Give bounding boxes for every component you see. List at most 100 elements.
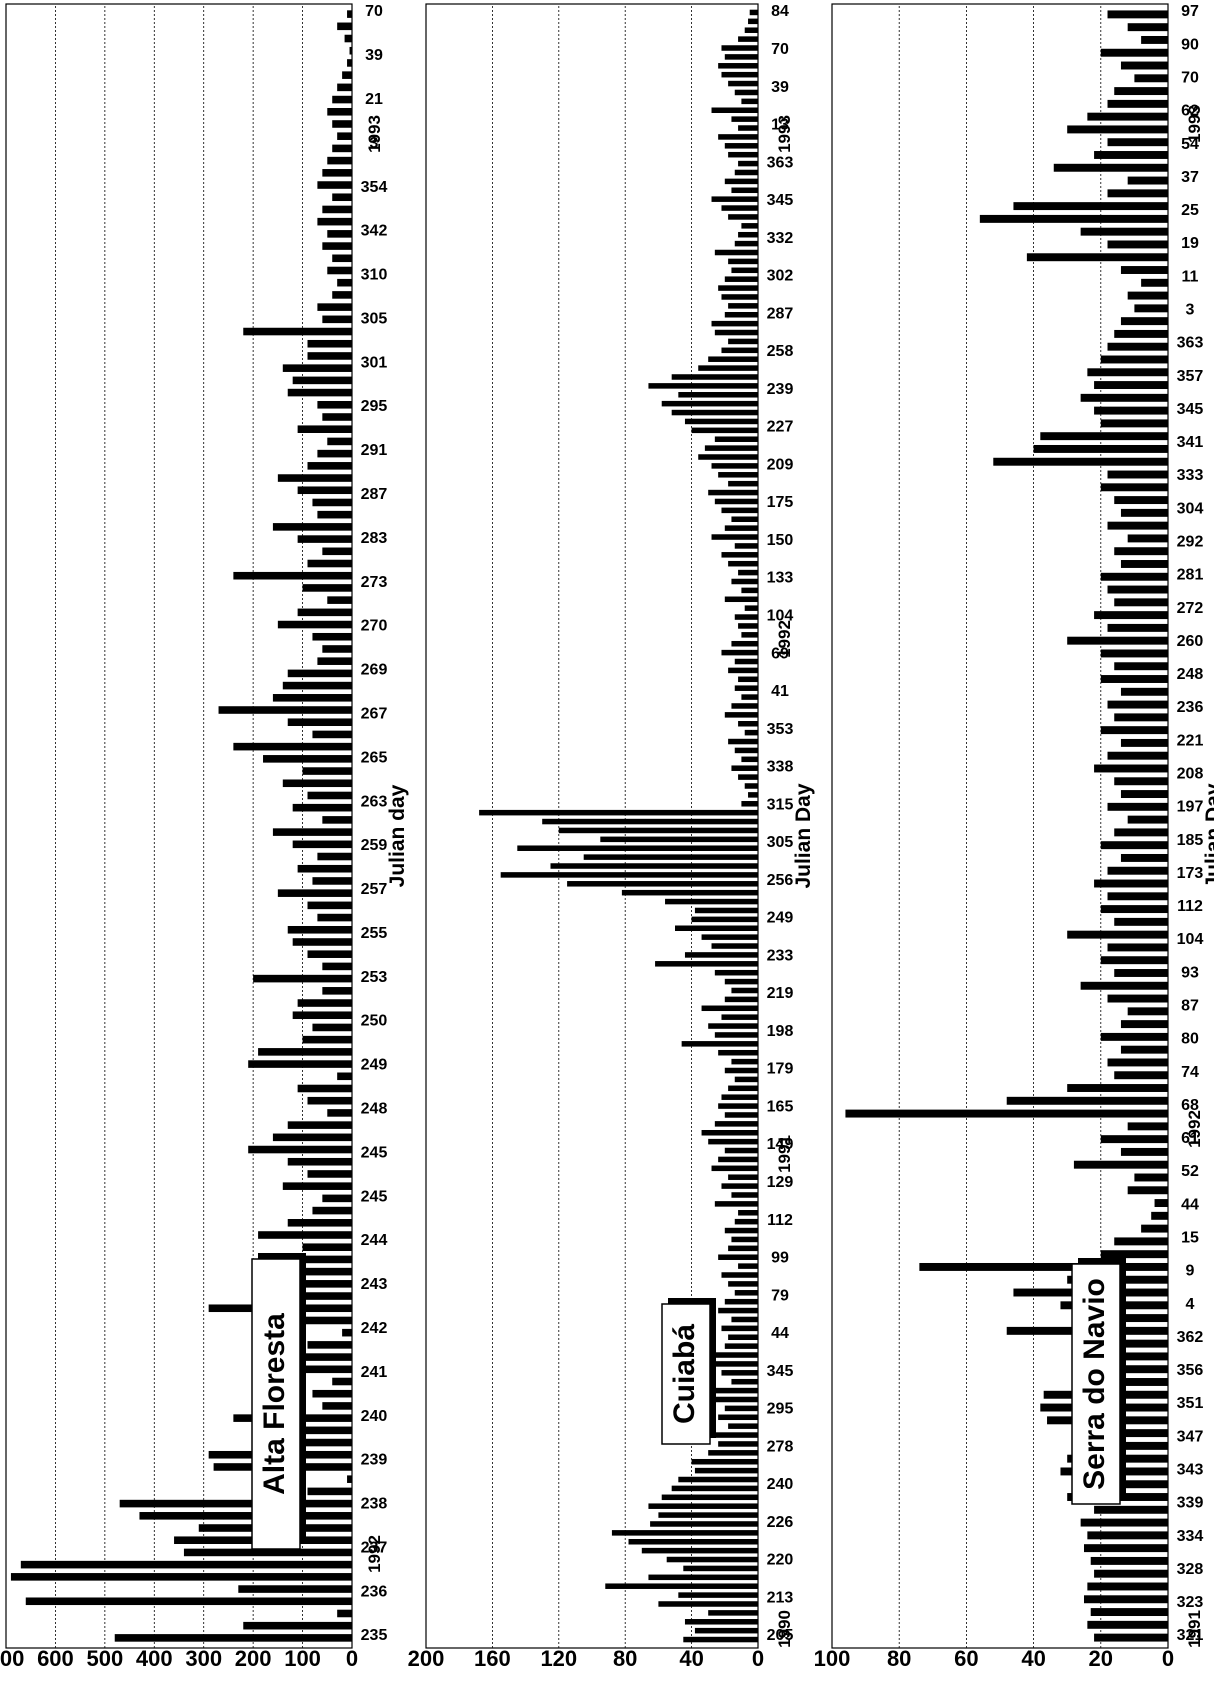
bar bbox=[297, 425, 352, 433]
x-tick-label: 9 bbox=[1186, 1263, 1195, 1280]
bar bbox=[1120, 1020, 1168, 1029]
x-axis-label: Julian day bbox=[386, 784, 409, 887]
bar bbox=[724, 1147, 758, 1154]
bar bbox=[1127, 176, 1169, 185]
x-tick-label: 341 bbox=[1177, 434, 1204, 451]
bar bbox=[724, 978, 758, 985]
bar bbox=[648, 1574, 758, 1581]
y-tick-label: 200 bbox=[408, 1646, 445, 1671]
bar bbox=[307, 352, 352, 360]
bar bbox=[1127, 1122, 1169, 1131]
x-tick-label: 356 bbox=[1177, 1362, 1204, 1379]
bar bbox=[322, 242, 353, 250]
bar bbox=[344, 34, 353, 43]
bar bbox=[724, 311, 758, 318]
x-tick-label: 258 bbox=[767, 343, 794, 360]
bar bbox=[1134, 74, 1169, 83]
bar bbox=[734, 1076, 759, 1083]
bar bbox=[1114, 598, 1168, 607]
bar bbox=[322, 547, 353, 556]
x-tick-label: 235 bbox=[361, 1627, 388, 1644]
bar bbox=[277, 889, 353, 897]
bar bbox=[724, 1067, 758, 1074]
x-tick-label: 295 bbox=[361, 398, 388, 415]
bar bbox=[312, 632, 353, 641]
x-tick-label: 221 bbox=[1177, 732, 1204, 749]
bar bbox=[1114, 917, 1168, 926]
bar bbox=[302, 584, 353, 592]
x-tick-label: 37 bbox=[1181, 169, 1199, 186]
bar bbox=[1114, 1071, 1168, 1080]
bar bbox=[1107, 521, 1169, 530]
bar bbox=[731, 1192, 759, 1198]
bar bbox=[277, 620, 353, 629]
x-tick-label: 249 bbox=[767, 910, 794, 927]
bar bbox=[721, 552, 758, 558]
bar bbox=[332, 193, 353, 202]
bar bbox=[678, 1592, 759, 1598]
bar bbox=[500, 872, 758, 878]
bar bbox=[744, 783, 758, 789]
bar bbox=[993, 457, 1169, 466]
bar bbox=[1073, 1160, 1169, 1169]
bar bbox=[1114, 777, 1168, 786]
bar bbox=[1107, 1058, 1169, 1067]
bar bbox=[691, 1458, 758, 1465]
bar bbox=[282, 681, 352, 690]
bar bbox=[721, 1272, 758, 1278]
bar bbox=[724, 1343, 758, 1349]
bar bbox=[1080, 393, 1169, 402]
bar bbox=[749, 9, 759, 16]
bar bbox=[1094, 381, 1168, 390]
bar bbox=[671, 374, 758, 380]
bar bbox=[718, 1254, 758, 1260]
x-tick-label: 39 bbox=[771, 79, 789, 96]
bar bbox=[728, 151, 758, 158]
bar bbox=[724, 276, 758, 282]
bar bbox=[1087, 112, 1168, 121]
bar bbox=[714, 249, 759, 256]
bar bbox=[665, 898, 758, 905]
bar bbox=[683, 1636, 758, 1643]
bar bbox=[567, 881, 758, 887]
bar bbox=[708, 1450, 759, 1456]
bar bbox=[337, 132, 352, 140]
bar bbox=[734, 747, 759, 754]
bar bbox=[1067, 636, 1168, 645]
bar bbox=[845, 1109, 1168, 1118]
bar bbox=[558, 827, 758, 834]
bar bbox=[337, 1072, 352, 1081]
bar bbox=[738, 774, 759, 780]
bar bbox=[272, 1133, 352, 1142]
bar bbox=[734, 1290, 759, 1296]
bar bbox=[741, 632, 759, 638]
x-tick-label: 315 bbox=[767, 796, 794, 813]
bar bbox=[738, 1263, 759, 1269]
bar bbox=[332, 254, 353, 263]
bar bbox=[282, 779, 352, 788]
x-axis-label: Julian Day bbox=[1202, 783, 1214, 888]
bar bbox=[721, 1094, 758, 1100]
bar bbox=[1127, 1007, 1169, 1016]
bar bbox=[721, 71, 758, 78]
bar bbox=[233, 571, 352, 580]
bar bbox=[337, 83, 352, 92]
bar bbox=[728, 1085, 758, 1092]
bar bbox=[297, 486, 352, 495]
x-tick-label: 243 bbox=[361, 1276, 388, 1293]
x-tick-label: 90 bbox=[1181, 36, 1199, 53]
bar bbox=[312, 1389, 353, 1398]
bar bbox=[734, 240, 759, 247]
year-label: 1993 bbox=[775, 115, 794, 153]
y-tick-label: 80 bbox=[613, 1646, 637, 1671]
bar bbox=[738, 720, 759, 727]
bar bbox=[1120, 790, 1168, 799]
x-tick-label: 80 bbox=[1181, 1031, 1199, 1048]
x-tick-label: 213 bbox=[767, 1589, 794, 1606]
y-tick-label: 100 bbox=[284, 1646, 321, 1671]
bar bbox=[1080, 227, 1169, 236]
bar bbox=[728, 1245, 758, 1252]
bar bbox=[317, 449, 352, 458]
bar bbox=[292, 803, 352, 812]
bar bbox=[287, 925, 352, 934]
